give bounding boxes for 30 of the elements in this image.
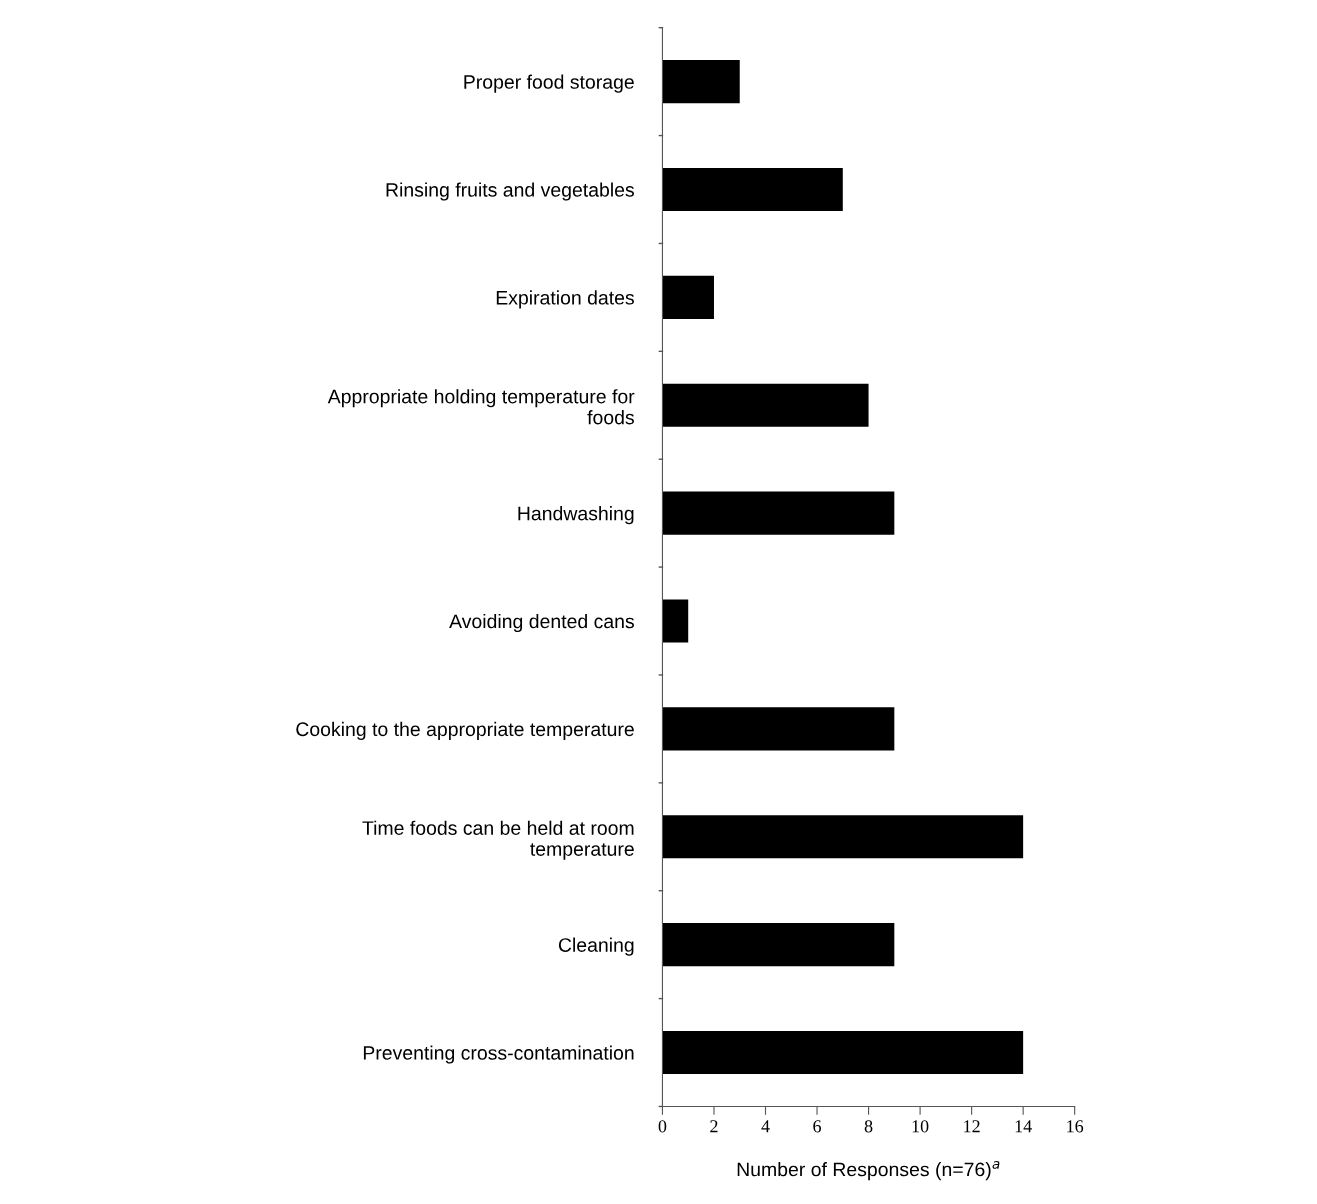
bar: [662, 275, 714, 319]
y-tick-label: Rinsing fruits and vegetables: [386, 182, 634, 201]
x-tick-label: 8: [864, 1120, 873, 1133]
bar: [662, 815, 1024, 859]
x-tick-label: 0: [658, 1120, 667, 1133]
x-tick-label: 4: [761, 1120, 770, 1133]
bar: [662, 383, 869, 427]
x-tick-label: 12: [964, 1120, 980, 1133]
y-tick-label: Cleaning: [558, 937, 634, 956]
bar: [662, 167, 843, 212]
y-tick-label: Proper food storage: [464, 74, 634, 93]
bar: [662, 599, 689, 643]
bar: [662, 60, 740, 104]
bar: [662, 707, 895, 751]
x-tick-label: 14: [1015, 1120, 1032, 1133]
y-tick-label: Expiration dates: [496, 290, 634, 309]
y-tick-label: Time foods can be held at room temperature: [362, 820, 634, 860]
y-tick-label: Cooking to the appropriate temperature: [296, 721, 634, 740]
x-tick-label: 2: [710, 1120, 718, 1133]
bar: [662, 923, 895, 967]
y-tick-label: Avoiding dented cans: [449, 613, 634, 633]
x-tick-label: 6: [813, 1120, 822, 1133]
bar: [662, 491, 895, 535]
y-tick-label: Handwashing: [518, 506, 634, 525]
bar: [662, 1030, 1024, 1075]
x-tick-label: 16: [1067, 1120, 1084, 1133]
y-tick-label: Appropriate holding temperature for foods: [327, 389, 635, 425]
y-tick-label: Preventing cross-contamination: [363, 1045, 634, 1064]
x-tick-label: 10: [912, 1120, 929, 1133]
x-axis-title: Number of Responses (n=76)$^{a}$: [737, 1161, 1000, 1181]
